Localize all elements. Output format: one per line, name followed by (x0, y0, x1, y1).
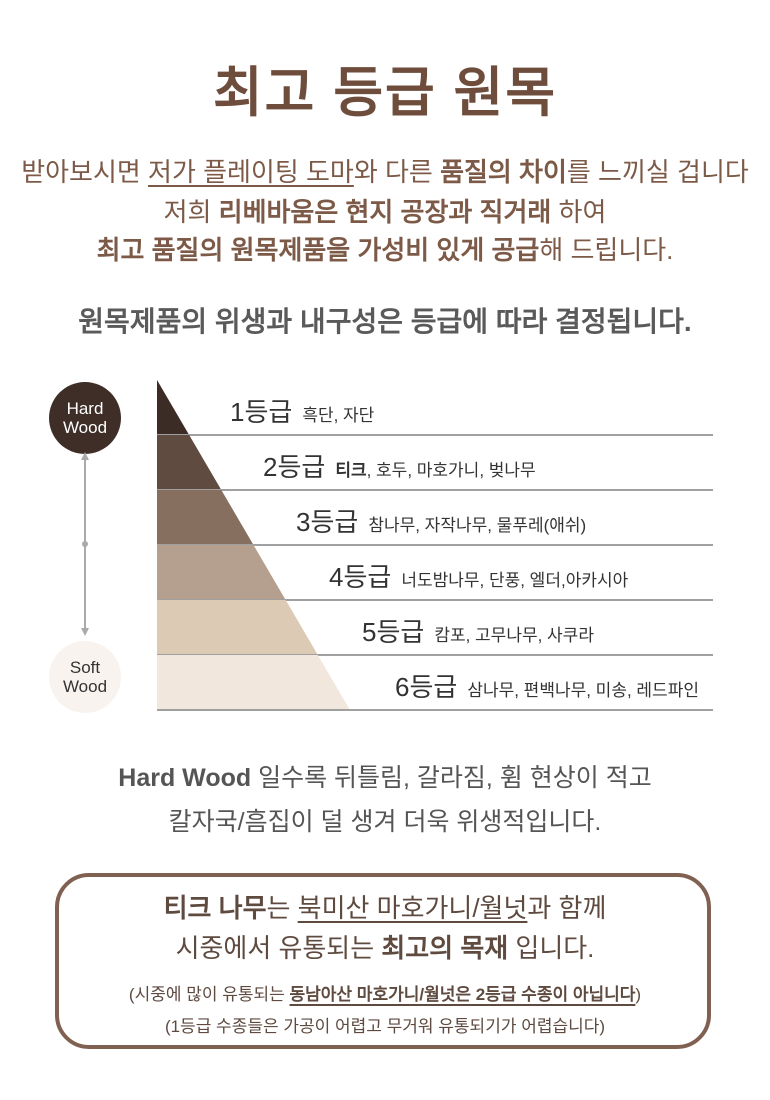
soft-wood-label: Soft Wood (62, 658, 108, 696)
text-segment: 리베바움은 현지 공장과 직거래 (218, 197, 552, 227)
grade-trees: 흑단, 자단 (302, 406, 374, 425)
grade-row-3: 3등급 참나무, 자작나무, 물푸레(애쉬) (296, 502, 586, 539)
section-subtitle: 원목제품의 위생과 내구성은 등급에 따라 결정됩니다. (78, 306, 692, 337)
text-segment: 시중에서 유통되는 (175, 933, 382, 963)
highlight-tree: 티크 (335, 461, 367, 480)
grade-label: 6등급 (395, 672, 458, 702)
intro-line-3: 최고 품질의 원목제품을 가성비 있게 공급해 드립니다. (0, 230, 770, 267)
box-line-2: 시중에서 유통되는 최고의 목재 입니다. (0, 928, 770, 965)
grade-row-4: 4등급 너도밤나무, 단풍, 엘더,아카시아 (329, 557, 628, 594)
pyramid-band-4 (157, 545, 286, 600)
text-segment: Hard Wood (118, 764, 252, 792)
text-segment: 과 함께 (527, 893, 607, 923)
text-segment: 최고 품질의 원목제품을 가성비 있게 공급 (96, 235, 540, 265)
text-segment: (시중에 많이 유통되는 (128, 985, 290, 1004)
note-line-1: Hard Wood 일수록 뒤틀림, 갈라짐, 휨 현상이 적고 (0, 758, 770, 794)
grade-label: 5등급 (362, 617, 425, 647)
intro-line-1: 받아보시면 저가 플레이팅 도마와 다른 품질의 차이를 느끼실 겁니다 (0, 152, 770, 189)
tree-list: 참나무, 자작나무, 물푸레(애쉬) (368, 516, 587, 535)
pyramid-band-3 (157, 490, 254, 545)
grade-trees: 참나무, 자작나무, 물푸레(애쉬) (368, 516, 586, 535)
text-segment: 입니다. (508, 933, 595, 963)
tree-list: , 호두, 마호가니, 벚나무 (366, 461, 536, 480)
grade-trees: 너도밤나무, 단풍, 엘더,아카시아 (401, 571, 628, 590)
grade-label: 4등급 (329, 562, 392, 592)
text-segment: 해 드립니다. (539, 235, 674, 265)
grade-trees: 캄포, 고무나무, 사쿠라 (434, 626, 594, 645)
text-segment: 를 느끼실 겁니다 (566, 157, 749, 187)
grade-trees: 티크, 호두, 마호가니, 벚나무 (335, 461, 535, 480)
grade-label: 1등급 (230, 397, 293, 427)
text-segment: 동남아산 마호가니/월넛은 2등급 수종이 아닙니다 (289, 985, 636, 1004)
soft-wood-badge: Soft Wood (49, 641, 121, 713)
pyramid-band-6 (157, 655, 350, 710)
grade-label: 3등급 (296, 507, 359, 537)
text-segment: ) (635, 985, 642, 1004)
hard-wood-badge: Hard Wood (49, 382, 121, 454)
text-segment: 받아보시면 (21, 157, 149, 187)
grade-row-6: 6등급 삼나무, 편백나무, 미송, 레드파인 (395, 667, 699, 704)
grade-row-2: 2등급 티크, 호두, 마호가니, 벚나무 (263, 447, 536, 484)
note-line-2: 칼자국/흠집이 덜 생겨 더욱 위생적입니다. (168, 808, 602, 836)
tree-list: 캄포, 고무나무, 사쿠라 (434, 626, 594, 645)
text-segment: 는 (266, 893, 298, 923)
grade-row-5: 5등급 캄포, 고무나무, 사쿠라 (362, 612, 594, 649)
text-segment: 저희 (163, 197, 219, 227)
tree-list: 흑단, 자단 (302, 406, 375, 425)
text-segment: 북미산 마호가니/월넛 (297, 893, 528, 923)
pyramid-band-1 (157, 380, 190, 435)
grade-trees: 삼나무, 편백나무, 미송, 레드파인 (467, 681, 699, 700)
text-segment: 품질의 차이 (440, 157, 567, 187)
box-line-1: 티크 나무는 북미산 마호가니/월넛과 함께 (0, 888, 770, 925)
page-title: 최고 등급 원목 (212, 63, 558, 123)
box-line-3: (시중에 많이 유통되는 동남아산 마호가니/월넛은 2등급 수종이 아닙니다) (0, 980, 770, 1005)
text-segment: 저가 플레이팅 도마 (148, 157, 354, 187)
box-line-4: (1등급 수종들은 가공이 어렵고 무거워 유통되기가 어렵습니다) (164, 1017, 606, 1036)
teak-info-box (55, 873, 711, 1049)
text-segment: 일수록 뒤틀림, 갈라짐, 휨 현상이 적고 (251, 764, 652, 792)
pyramid-band-2 (157, 435, 222, 490)
intro-line-2: 저희 리베바움은 현지 공장과 직거래 하여 (0, 192, 770, 229)
grade-row-1: 1등급 흑단, 자단 (230, 392, 374, 429)
text-segment: 와 다른 (353, 157, 441, 187)
hard-wood-label: Hard Wood (62, 399, 108, 437)
tree-list: 삼나무, 편백나무, 미송, 레드파인 (467, 681, 699, 700)
text-segment: 최고의 목재 (381, 933, 509, 963)
tree-list: 너도밤나무, 단풍, 엘더,아카시아 (401, 571, 629, 590)
text-segment: 하여 (551, 197, 607, 227)
grade-label: 2등급 (263, 452, 326, 482)
pyramid-band-5 (157, 600, 318, 655)
text-segment: 티크 나무 (163, 893, 267, 923)
scale-arrow (81, 452, 89, 636)
